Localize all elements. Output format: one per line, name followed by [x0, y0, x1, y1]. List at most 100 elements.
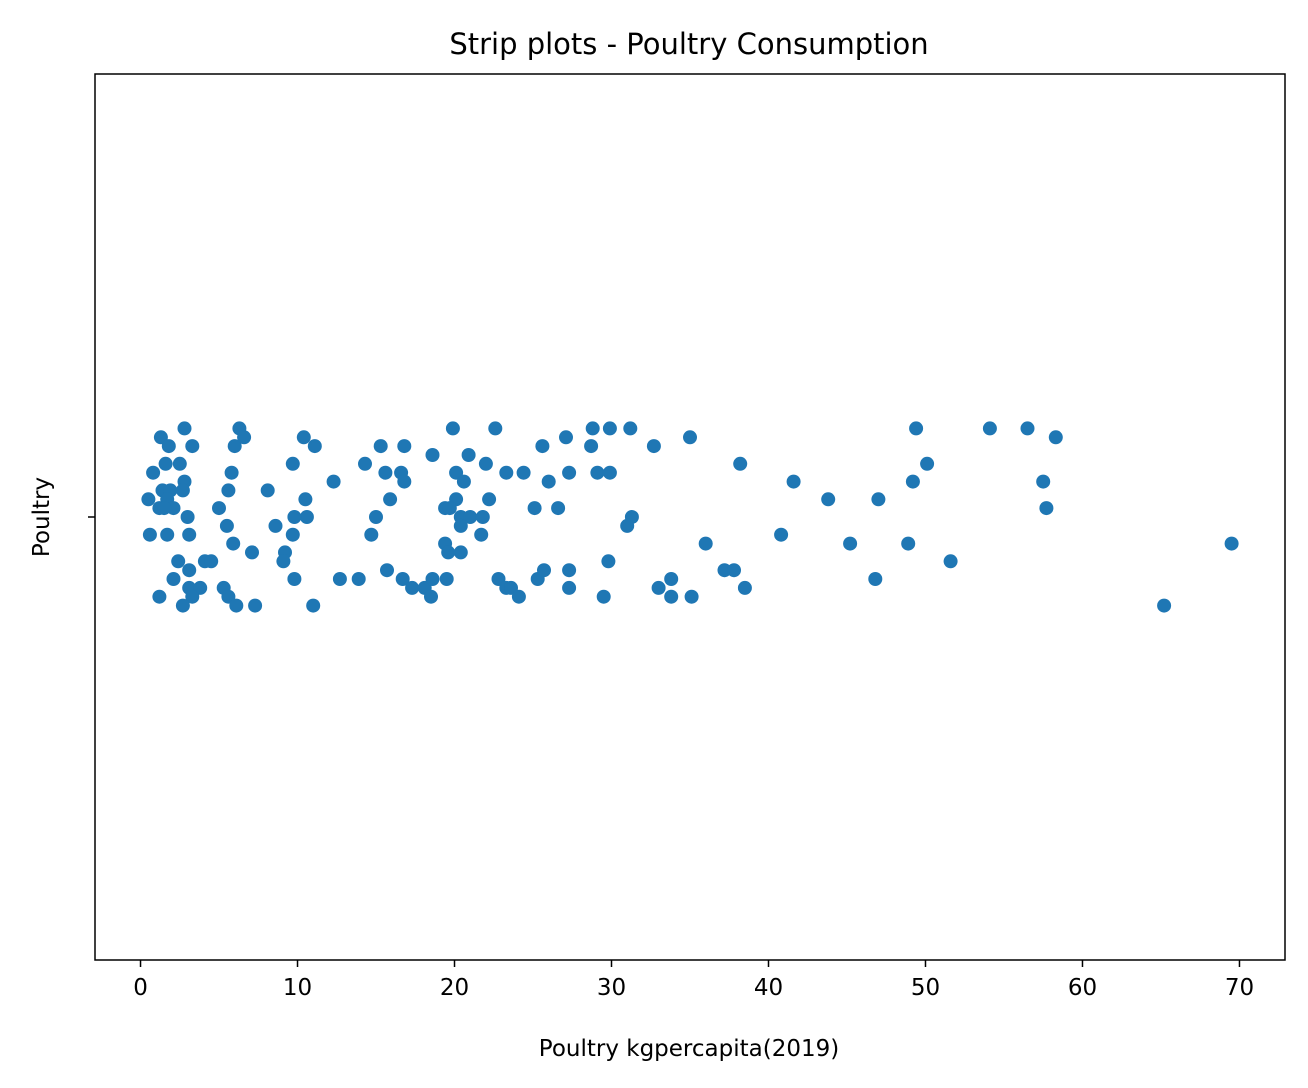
data-point: [185, 439, 200, 454]
data-point: [651, 580, 666, 595]
data-point: [664, 572, 679, 586]
data-point: [364, 527, 379, 542]
data-point: [166, 572, 181, 586]
data-point: [511, 589, 526, 604]
data-point: [516, 465, 531, 480]
data-point: [268, 518, 283, 533]
x-tick-label: 0: [133, 975, 148, 1001]
data-point: [664, 589, 679, 604]
data-point: [219, 518, 234, 533]
data-point: [395, 572, 410, 586]
x-axis-ticks: 0 10 20 30 40 50 60 70: [133, 960, 1254, 1001]
data-point: [562, 580, 577, 595]
data-point: [260, 483, 275, 498]
data-point: [397, 474, 412, 489]
data-point: [982, 421, 997, 436]
data-point: [351, 572, 366, 586]
data-point: [442, 501, 457, 516]
data-point: [287, 510, 302, 524]
data-point: [601, 554, 616, 569]
data-point: [180, 510, 195, 524]
data-point: [562, 465, 577, 480]
data-point: [157, 501, 172, 516]
data-points: [141, 421, 1239, 613]
data-point: [160, 527, 175, 542]
data-point: [559, 430, 573, 445]
data-point: [285, 527, 300, 542]
data-point: [562, 563, 577, 578]
x-tick-label: 60: [1068, 975, 1097, 1001]
data-point: [463, 510, 478, 524]
data-point: [909, 421, 924, 436]
data-point: [307, 439, 322, 454]
data-point: [380, 563, 394, 578]
data-point: [453, 545, 468, 560]
data-point: [623, 421, 638, 436]
chart-title: Strip plots - Poultry Consumption: [449, 27, 928, 61]
data-point: [141, 492, 156, 507]
data-point: [646, 439, 661, 454]
data-point: [843, 536, 858, 551]
data-point: [185, 589, 200, 604]
data-point: [1039, 501, 1054, 516]
data-point: [478, 456, 493, 471]
data-point: [245, 545, 259, 560]
data-point: [620, 518, 635, 533]
data-point: [171, 554, 186, 569]
data-point: [224, 465, 239, 480]
data-point: [425, 572, 440, 586]
x-tick-label: 70: [1225, 975, 1254, 1001]
data-point: [585, 421, 600, 436]
data-point: [248, 598, 263, 613]
data-point: [868, 572, 883, 586]
data-point: [453, 518, 468, 533]
data-point: [590, 465, 605, 480]
data-point: [871, 492, 886, 507]
x-tick-label: 50: [911, 975, 940, 1001]
data-point: [537, 563, 551, 578]
data-point: [482, 492, 497, 507]
data-point: [786, 474, 801, 489]
data-point: [172, 456, 187, 471]
data-point: [541, 474, 556, 489]
data-point: [499, 465, 514, 480]
x-tick-label: 10: [283, 975, 312, 1001]
data-point: [821, 492, 836, 507]
data-point: [369, 510, 383, 524]
data-point: [177, 421, 192, 436]
data-point: [901, 536, 916, 551]
data-point: [551, 501, 566, 516]
data-point: [1020, 421, 1035, 436]
data-point: [683, 430, 697, 445]
data-point: [358, 456, 372, 471]
data-point: [212, 501, 226, 516]
data-point: [237, 430, 252, 445]
data-point: [535, 439, 550, 454]
data-point: [441, 545, 456, 560]
x-tick-label: 40: [754, 975, 783, 1001]
data-point: [397, 439, 412, 454]
x-tick-label: 20: [440, 975, 469, 1001]
data-point: [378, 465, 393, 480]
data-point: [182, 563, 197, 578]
data-point: [1224, 536, 1239, 551]
data-point: [285, 456, 300, 471]
data-point: [306, 598, 321, 613]
data-point: [602, 465, 617, 480]
data-point: [299, 510, 314, 524]
data-point: [774, 527, 789, 542]
data-point: [175, 598, 190, 613]
data-point: [684, 589, 699, 604]
data-point: [488, 421, 503, 436]
data-point: [527, 501, 542, 516]
data-point: [456, 474, 471, 489]
data-point: [474, 527, 489, 542]
data-point: [596, 589, 611, 604]
data-point: [602, 421, 617, 436]
data-point: [229, 598, 244, 613]
data-point: [424, 589, 438, 604]
data-point: [733, 456, 748, 471]
data-point: [287, 572, 302, 586]
data-point: [226, 536, 241, 551]
